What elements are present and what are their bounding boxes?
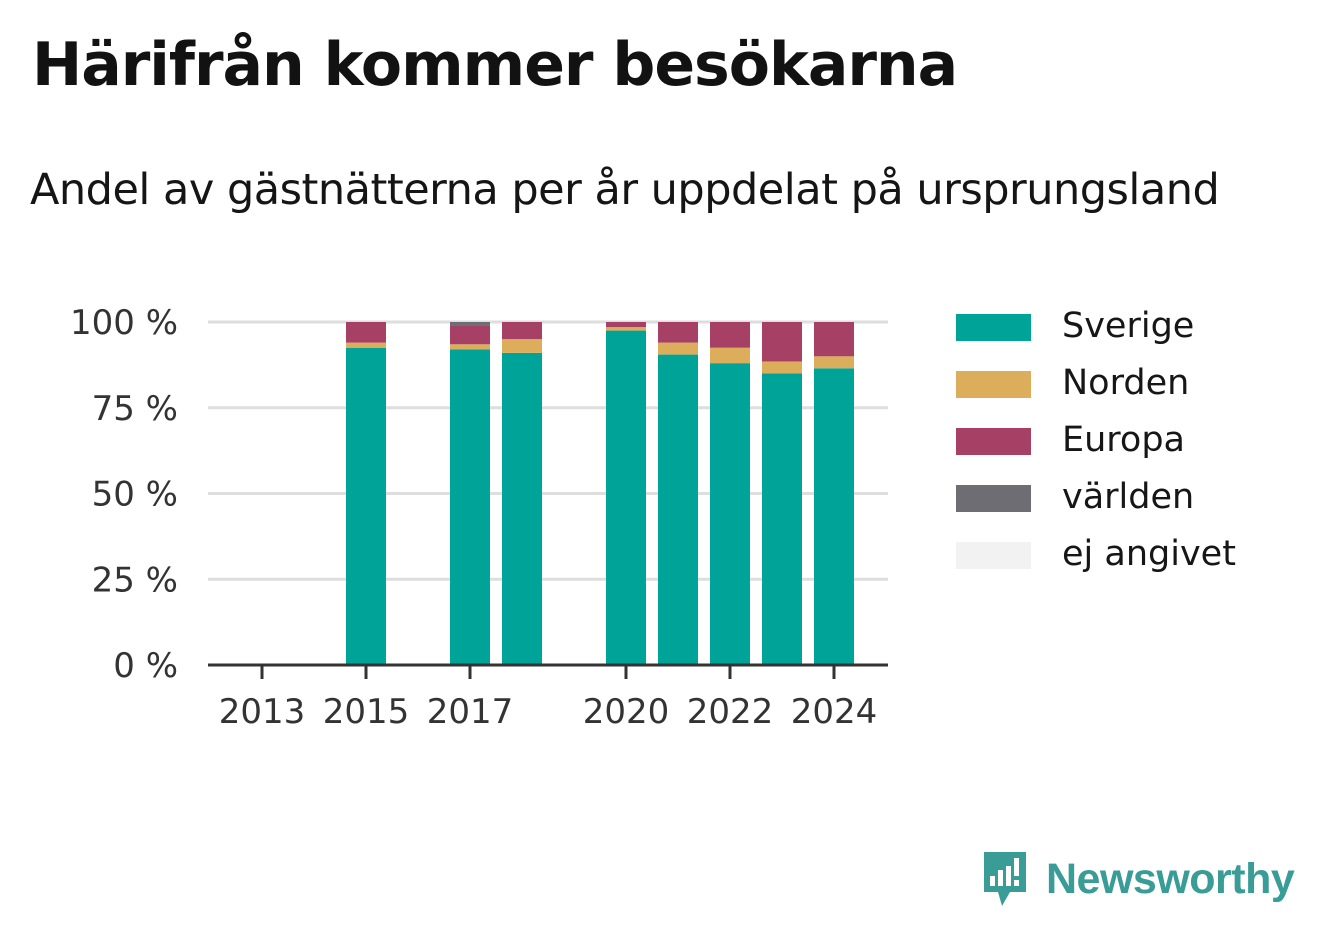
bar-segment-europa-2021 [658, 322, 698, 343]
bar-segment-norden-2023 [762, 361, 802, 374]
x-axis-ticks: 2013 2015 2017 2020 2022 2024 [219, 692, 878, 732]
x-tick-label: 2015 [323, 692, 410, 732]
bar-segment-europa-2023 [762, 322, 802, 362]
legend-swatch [956, 371, 1031, 398]
bar-segment-europa-2022 [710, 322, 750, 348]
bar-segment-sverige-2021 [658, 354, 698, 665]
bar-segment-norden-2017 [450, 344, 490, 350]
bar-segment-sverige-2023 [762, 373, 802, 665]
bar-segment-europa-2024 [814, 322, 854, 357]
bar-segment-sverige-2022 [710, 363, 750, 665]
bar-segment-europa-2015 [346, 322, 386, 343]
legend-swatch [956, 428, 1031, 455]
bar-segment-sverige-2018 [502, 352, 542, 665]
bar-segment-norden-2022 [710, 347, 750, 364]
y-tick-label: 100 % [70, 303, 178, 343]
chart-title: Härifrån kommer besökarna [32, 30, 958, 100]
legend-label: ej angivet [1062, 534, 1236, 574]
legend-swatch [956, 542, 1031, 569]
x-tick-label: 2020 [583, 692, 670, 732]
brand-name: Newsworthy [1046, 854, 1295, 903]
bar-segment-europa-2017 [450, 325, 490, 345]
bar-segment-norden-2021 [658, 342, 698, 355]
x-axis [208, 663, 888, 679]
y-axis-ticks: 0 % 25 % 50 % 75 % 100 % [70, 303, 178, 686]
bar-segment-norden-2018 [502, 339, 542, 353]
legend-label: Europa [1062, 420, 1185, 460]
x-tick-label: 2022 [687, 692, 774, 732]
x-tick-label: 2017 [427, 692, 514, 732]
bar-segment-norden-2015 [346, 342, 386, 348]
bar-segment-sverige-2024 [814, 368, 854, 665]
legend-label: världen [1062, 477, 1195, 517]
x-tick-label: 2024 [791, 692, 878, 732]
legend-swatch [956, 314, 1031, 341]
bar-segment-europa-2018 [502, 322, 542, 340]
legend-label: Norden [1062, 363, 1190, 403]
bar-segment-världen-2017 [450, 322, 490, 326]
stacked-bar-chart: 0 % 25 % 50 % 75 % 100 % 2013 2015 2017 2020 202… [70, 303, 888, 732]
chart-subtitle: Andel av gästnätterna per år uppdelat på… [30, 165, 1220, 215]
bar-segment-sverige-2017 [450, 349, 490, 665]
bar-segment-sverige-2020 [606, 330, 646, 665]
bars [346, 322, 854, 665]
y-tick-label: 75 % [92, 389, 178, 429]
y-tick-label: 25 % [92, 560, 178, 600]
x-tick-label: 2013 [219, 692, 306, 732]
bar-segment-norden-2020 [606, 327, 646, 331]
y-tick-label: 0 % [113, 646, 178, 686]
bar-segment-norden-2024 [814, 356, 854, 369]
legend-label: Sverige [1062, 306, 1195, 346]
newsworthy-logo: Newsworthy [980, 848, 1295, 910]
legend-swatch [956, 485, 1031, 512]
bar-segment-europa-2020 [606, 322, 646, 328]
y-tick-label: 50 % [92, 475, 178, 515]
newsworthy-logo-icon [984, 852, 1026, 906]
bar-segment-sverige-2015 [346, 347, 386, 665]
